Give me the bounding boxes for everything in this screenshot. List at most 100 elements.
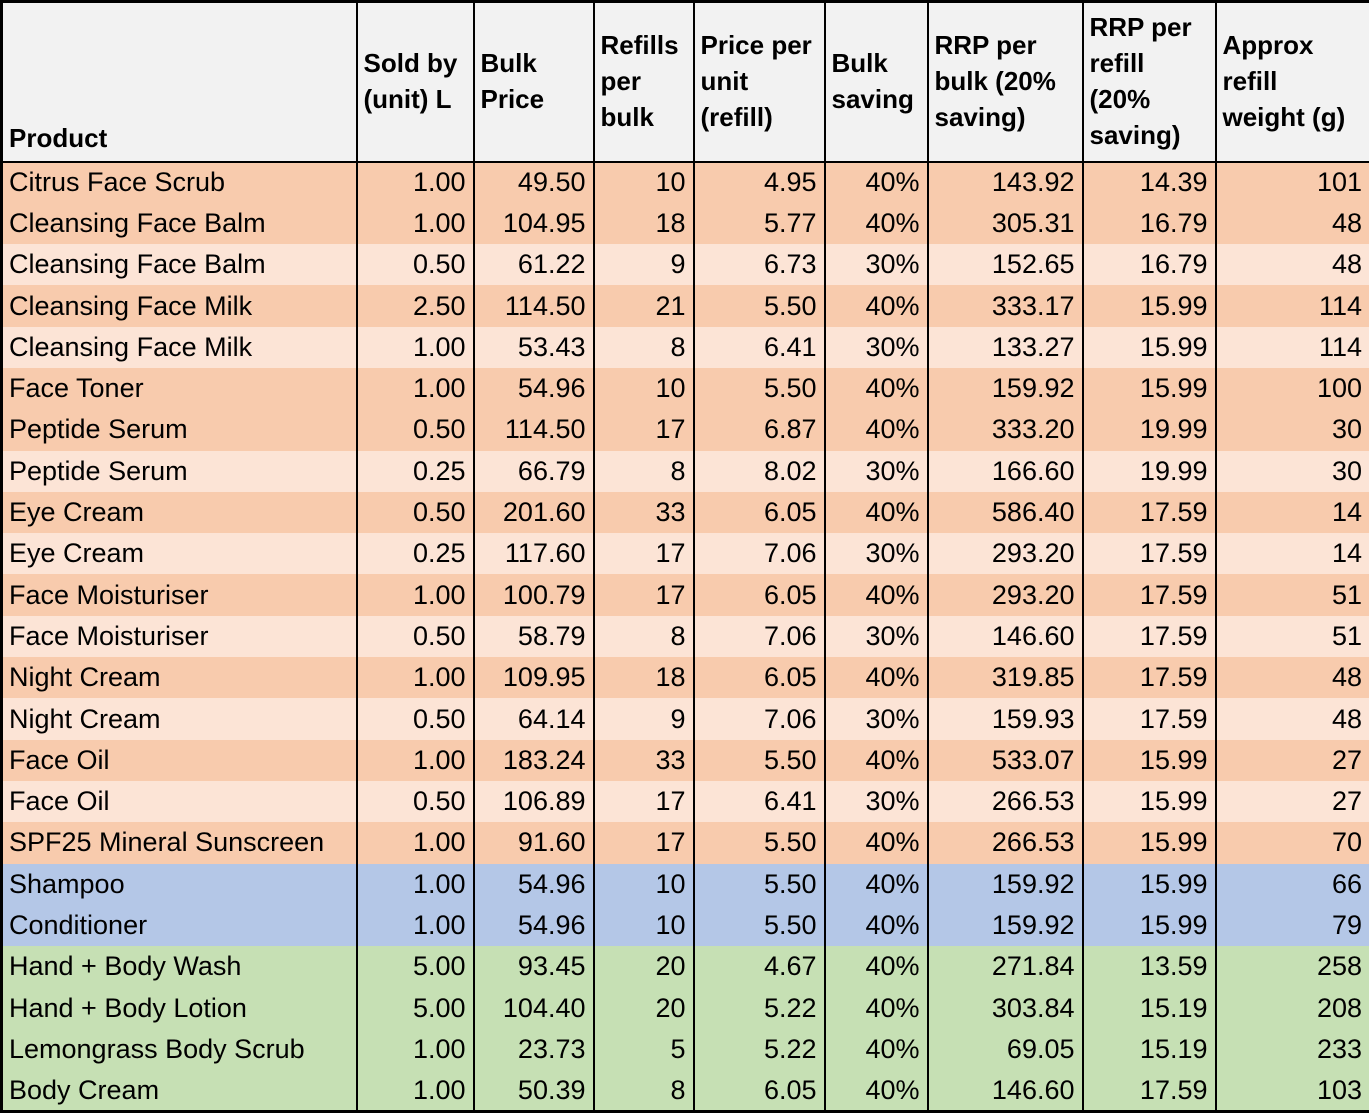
cell-approx-refill-weight: 100 <box>1214 367 1369 410</box>
cell-rrp-per-refill: 17.59 <box>1081 698 1217 740</box>
cell-rrp-per-bulk: 146.60 <box>926 1070 1084 1112</box>
cell-refills-per-bulk: 8 <box>592 326 695 368</box>
cell-sold-by-unit: 1.00 <box>355 657 475 699</box>
table-row: Face Oil 0.50 106.89 17 6.41 30% 266.53 15.99 27 <box>0 780 1369 823</box>
cell-bulk-price: 93.45 <box>472 946 595 988</box>
cell-price-per-unit: 4.95 <box>692 161 826 203</box>
cell-bulk-price: 201.60 <box>472 491 595 534</box>
cell-refills-per-bulk: 18 <box>592 202 695 245</box>
cell-rrp-per-refill: 17.59 <box>1081 615 1217 658</box>
cell-bulk-saving: 40% <box>823 1070 929 1112</box>
cell-sold-by-unit: 0.50 <box>355 780 475 823</box>
table-row: SPF25 Mineral Sunscreen 1.00 91.60 17 5.50 40… <box>0 822 1369 864</box>
cell-rrp-per-bulk: 293.20 <box>926 574 1084 616</box>
cell-bulk-saving: 40% <box>823 822 929 864</box>
table-row: Hand + Body Lotion 5.00 104.40 20 5.22 40% 303… <box>0 987 1369 1029</box>
cell-approx-refill-weight: 114 <box>1214 326 1369 368</box>
cell-rrp-per-refill: 19.99 <box>1081 450 1217 492</box>
cell-bulk-saving: 30% <box>823 615 929 658</box>
cell-approx-refill-weight: 30 <box>1214 409 1369 451</box>
column-header-product: Product <box>0 1 358 163</box>
cell-price-per-unit: 5.77 <box>692 202 826 245</box>
cell-product: Face Moisturiser <box>0 574 358 616</box>
cell-rrp-per-refill: 19.99 <box>1081 409 1217 451</box>
cell-product: Lemongrass Body Scrub <box>0 1028 358 1071</box>
cell-price-per-unit: 6.05 <box>692 1070 826 1112</box>
cell-approx-refill-weight: 48 <box>1214 202 1369 245</box>
cell-refills-per-bulk: 8 <box>592 1070 695 1112</box>
cell-product: Face Oil <box>0 780 358 823</box>
cell-refills-per-bulk: 10 <box>592 904 695 947</box>
cell-refills-per-bulk: 21 <box>592 285 695 327</box>
table-row: Cleansing Face Milk 2.50 114.50 21 5.50 40% 33… <box>0 285 1369 327</box>
cell-price-per-unit: 7.06 <box>692 615 826 658</box>
cell-bulk-saving: 40% <box>823 904 929 947</box>
cell-bulk-saving: 30% <box>823 244 929 286</box>
cell-price-per-unit: 6.05 <box>692 491 826 534</box>
cell-price-per-unit: 5.50 <box>692 739 826 781</box>
cell-price-per-unit: 7.06 <box>692 698 826 740</box>
cell-approx-refill-weight: 208 <box>1214 987 1369 1029</box>
cell-bulk-saving: 40% <box>823 161 929 203</box>
cell-refills-per-bulk: 9 <box>592 244 695 286</box>
cell-refills-per-bulk: 20 <box>592 987 695 1029</box>
column-header-approx-refill-weight: Approx refill weight (g) <box>1214 1 1369 163</box>
cell-rrp-per-refill: 15.99 <box>1081 863 1217 905</box>
cell-rrp-per-refill: 15.99 <box>1081 285 1217 327</box>
cell-product: Cleansing Face Balm <box>0 202 358 245</box>
cell-approx-refill-weight: 101 <box>1214 161 1369 203</box>
cell-bulk-saving: 40% <box>823 1028 929 1071</box>
cell-approx-refill-weight: 48 <box>1214 244 1369 286</box>
cell-rrp-per-refill: 15.99 <box>1081 367 1217 410</box>
column-header-price-per-unit: Price per unit (refill) <box>692 1 826 163</box>
cell-refills-per-bulk: 20 <box>592 946 695 988</box>
cell-product: Peptide Serum <box>0 450 358 492</box>
cell-price-per-unit: 4.67 <box>692 946 826 988</box>
cell-rrp-per-bulk: 146.60 <box>926 615 1084 658</box>
cell-sold-by-unit: 0.50 <box>355 244 475 286</box>
cell-rrp-per-bulk: 152.65 <box>926 244 1084 286</box>
column-header-bulk-price: Bulk Price <box>472 1 595 163</box>
cell-bulk-saving: 30% <box>823 450 929 492</box>
table-row: Face Moisturiser 0.50 58.79 8 7.06 30% 146.60 1… <box>0 615 1369 658</box>
cell-refills-per-bulk: 17 <box>592 780 695 823</box>
cell-sold-by-unit: 1.00 <box>355 863 475 905</box>
cell-rrp-per-bulk: 69.05 <box>926 1028 1084 1071</box>
cell-rrp-per-bulk: 271.84 <box>926 946 1084 988</box>
cell-sold-by-unit: 1.00 <box>355 822 475 864</box>
cell-sold-by-unit: 1.00 <box>355 1070 475 1112</box>
table-row: Shampoo 1.00 54.96 10 5.50 40% 159.92 15.99 66 <box>0 863 1369 905</box>
cell-product: Hand + Body Wash <box>0 946 358 988</box>
cell-rrp-per-bulk: 159.92 <box>926 904 1084 947</box>
cell-refills-per-bulk: 10 <box>592 367 695 410</box>
cell-approx-refill-weight: 79 <box>1214 904 1369 947</box>
table-row: Face Oil 1.00 183.24 33 5.50 40% 533.07 15.99 27 <box>0 739 1369 781</box>
cell-bulk-price: 54.96 <box>472 863 595 905</box>
cell-sold-by-unit: 0.50 <box>355 698 475 740</box>
cell-price-per-unit: 5.22 <box>692 1028 826 1071</box>
cell-bulk-saving: 40% <box>823 202 929 245</box>
cell-approx-refill-weight: 27 <box>1214 780 1369 823</box>
cell-refills-per-bulk: 8 <box>592 615 695 658</box>
table-row: Eye Cream 0.25 117.60 17 7.06 30% 293.20 17.59 1… <box>0 533 1369 575</box>
cell-sold-by-unit: 2.50 <box>355 285 475 327</box>
cell-bulk-price: 114.50 <box>472 409 595 451</box>
cell-rrp-per-bulk: 586.40 <box>926 491 1084 534</box>
table-row: Face Moisturiser 1.00 100.79 17 6.05 40% 293.2… <box>0 574 1369 616</box>
table-header: Product Sold by (unit) L Bulk Price Refi… <box>0 1 1369 163</box>
cell-bulk-price: 50.39 <box>472 1070 595 1112</box>
cell-sold-by-unit: 1.00 <box>355 326 475 368</box>
cell-bulk-price: 106.89 <box>472 780 595 823</box>
cell-rrp-per-refill: 15.99 <box>1081 904 1217 947</box>
cell-rrp-per-bulk: 533.07 <box>926 739 1084 781</box>
cell-rrp-per-bulk: 266.53 <box>926 780 1084 823</box>
cell-price-per-unit: 6.73 <box>692 244 826 286</box>
cell-rrp-per-refill: 17.59 <box>1081 533 1217 575</box>
cell-product: Eye Cream <box>0 491 358 534</box>
cell-refills-per-bulk: 10 <box>592 863 695 905</box>
cell-product: Cleansing Face Milk <box>0 326 358 368</box>
cell-rrp-per-bulk: 333.20 <box>926 409 1084 451</box>
cell-product: Face Oil <box>0 739 358 781</box>
cell-approx-refill-weight: 14 <box>1214 491 1369 534</box>
